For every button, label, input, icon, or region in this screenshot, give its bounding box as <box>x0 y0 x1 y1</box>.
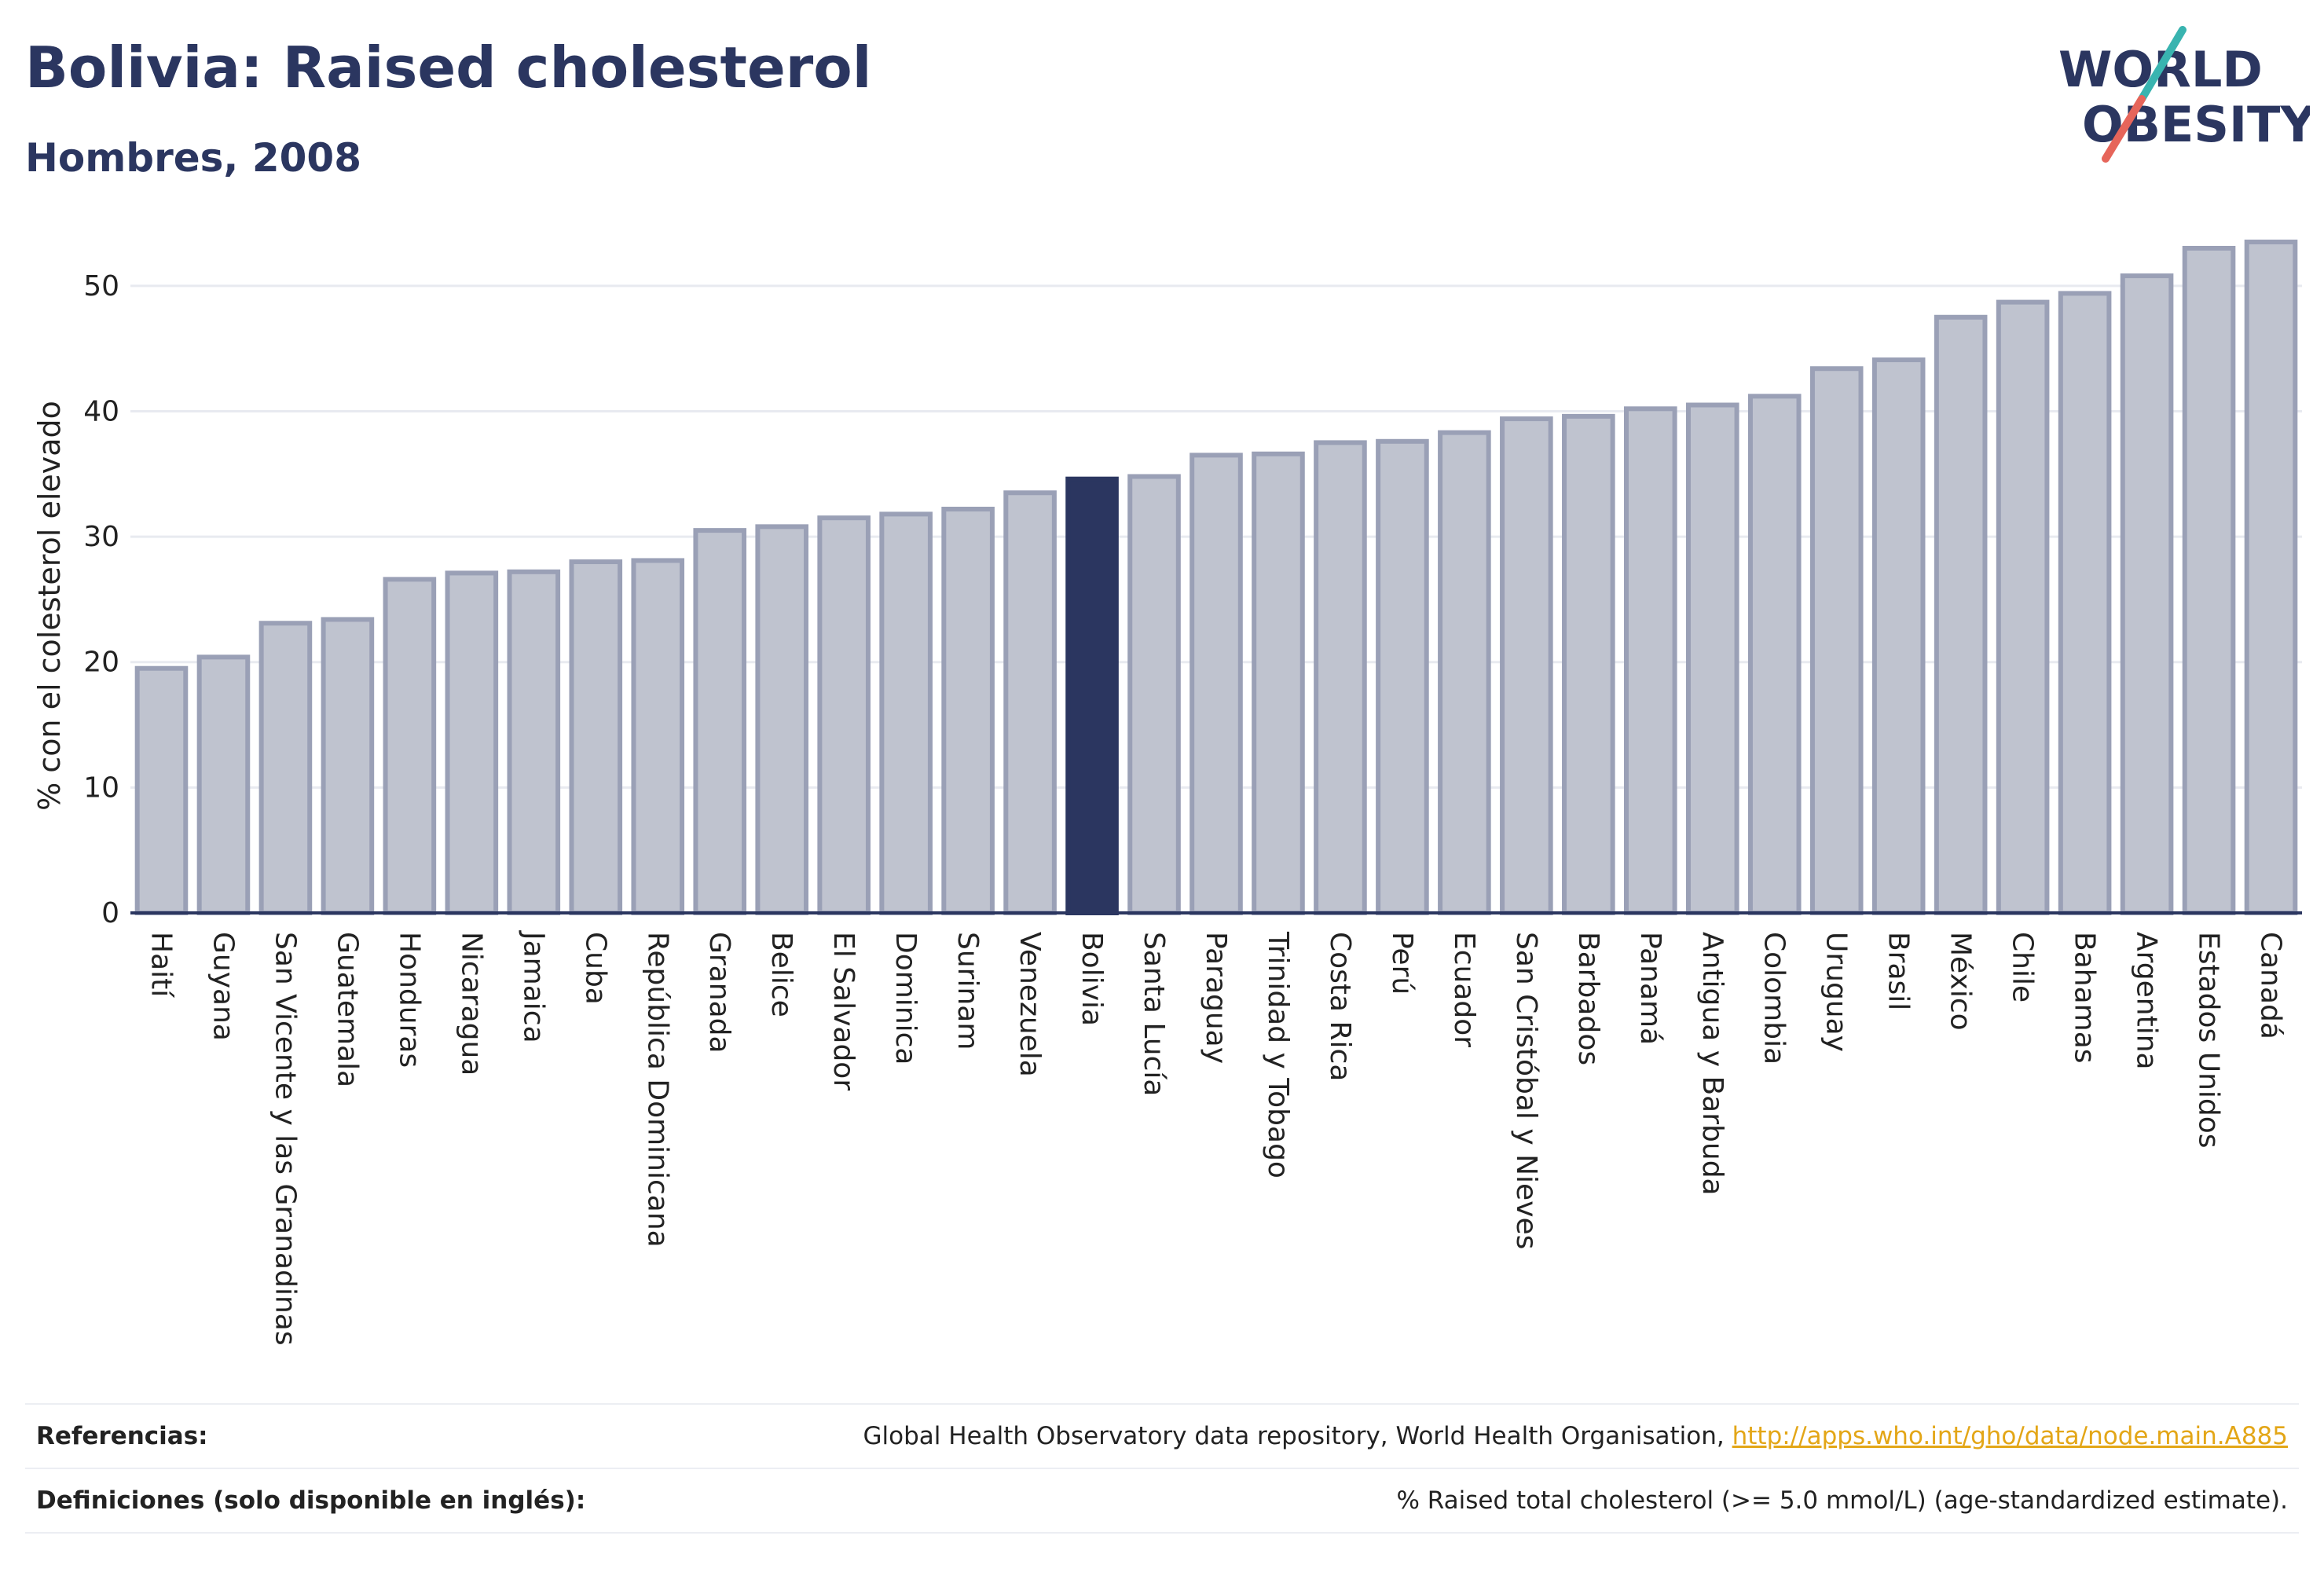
world-obesity-logo: WORLD OBESITY <box>2058 26 2310 163</box>
bar <box>1809 366 1864 915</box>
bar <box>1747 394 1802 915</box>
x-tick-label: Nicaragua <box>455 932 487 1076</box>
x-tick-label: Belice <box>765 932 797 1017</box>
x-tick-label: Guyana <box>207 932 239 1041</box>
bar <box>2182 245 2236 915</box>
x-tick-label: Haití <box>145 932 177 998</box>
bar <box>1996 299 2050 915</box>
bar-highlight <box>1065 476 1119 915</box>
x-tick-label: Paraguay <box>1200 932 1232 1064</box>
x-tick-label: Estados Unidos <box>2193 932 2225 1149</box>
logo-slash-coral-icon <box>2102 95 2146 163</box>
bar <box>1934 314 1988 915</box>
x-tick-label: Granada <box>703 932 735 1054</box>
bar <box>1871 357 1926 915</box>
bar <box>1252 451 1305 915</box>
bar <box>1003 490 1057 915</box>
references-label: Referencias: <box>36 1422 208 1450</box>
bar <box>569 559 623 915</box>
bar <box>1376 438 1429 915</box>
x-tick-label: Uruguay <box>1820 932 1853 1052</box>
bar <box>941 506 995 915</box>
bar <box>1438 430 1491 915</box>
references-text: Global Health Observatory data repositor… <box>863 1422 1732 1450</box>
x-tick-label: Barbados <box>1572 932 1604 1065</box>
bar <box>1314 440 1367 915</box>
x-tick-label: San Cristóbal y Nieves <box>1510 932 1542 1249</box>
y-axis-label: % con el colesterol elevado <box>32 401 67 811</box>
x-tick-label: Chile <box>2007 932 2039 1002</box>
y-tick-label: 30 <box>83 521 119 553</box>
x-tick-label: El Salvador <box>827 932 860 1090</box>
chart-title: Bolivia: Raised cholesterol <box>25 35 872 101</box>
bar <box>258 621 313 915</box>
x-tick-label: San Vicente y las Granadinas <box>269 932 301 1346</box>
x-tick-label: Costa Rica <box>1324 932 1356 1081</box>
x-tick-label: República Dominicana <box>641 932 673 1248</box>
x-tick-label: Guatemala <box>331 932 363 1087</box>
bar <box>196 654 251 915</box>
bar <box>693 528 747 915</box>
y-tick-label: 20 <box>83 647 119 679</box>
bar <box>1685 402 1739 915</box>
x-tick-label: Jamaica <box>517 930 549 1043</box>
y-tick-labels: 0 10 20 30 40 50 <box>83 270 119 929</box>
x-tick-label: Argentina <box>2131 932 2163 1070</box>
logo-slash-teal-icon <box>2138 26 2187 103</box>
bar <box>1624 406 1677 915</box>
bar <box>507 569 561 916</box>
references-link[interactable]: http://apps.who.int/gho/data/node.main.A… <box>1732 1422 2288 1450</box>
x-tick-label: Colombia <box>1758 932 1791 1065</box>
x-tick-label: Bahamas <box>2069 932 2101 1064</box>
chart-subtitle: Hombres, 2008 <box>25 135 361 181</box>
bar <box>2244 239 2298 915</box>
bar <box>817 515 871 916</box>
definitions-label: Definiciones (solo disponible en inglés)… <box>36 1486 586 1515</box>
x-tick-label: Honduras <box>393 932 425 1068</box>
x-tick-label: Bolivia <box>1076 932 1108 1026</box>
x-tick-label: Antigua y Barbuda <box>1696 932 1728 1196</box>
x-tick-label: Santa Lucía <box>1138 932 1170 1096</box>
bar <box>1189 453 1243 915</box>
bar <box>879 511 933 916</box>
bars <box>134 239 2298 916</box>
references-value: Global Health Observatory data repositor… <box>863 1422 2299 1450</box>
y-tick-label: 0 <box>101 897 119 929</box>
bar <box>2120 273 2174 915</box>
definitions-row: Definiciones (solo disponible en inglés)… <box>25 1468 2299 1532</box>
x-tick-label: Canadá <box>2255 932 2287 1039</box>
x-tick-label: Dominica <box>889 932 922 1065</box>
x-tick-label: México <box>1945 932 1977 1031</box>
bar <box>2058 291 2112 915</box>
bar-chart: 0 10 20 30 40 50 Haití Guyana San Vicente y las… <box>32 239 2302 1346</box>
bar <box>631 558 685 915</box>
x-tick-labels: Haití Guyana San Vicente y las Granadinas G… <box>145 930 2286 1346</box>
bar <box>1500 416 1553 915</box>
x-tick-label: Brasil <box>1882 932 1915 1010</box>
x-tick-label: Panamá <box>1634 932 1666 1045</box>
bar <box>1562 413 1615 915</box>
logo-line2: OBESITY <box>2082 96 2310 153</box>
x-tick-label: Perú <box>1386 932 1418 995</box>
definitions-text: % Raised total cholesterol (>= 5.0 mmol/… <box>1396 1486 2288 1515</box>
bar <box>445 570 499 915</box>
y-tick-label: 10 <box>83 772 119 804</box>
bar <box>1127 474 1181 915</box>
bar <box>134 665 189 915</box>
y-tick-label: 40 <box>83 395 119 427</box>
references-row: Referencias: Global Health Observatory d… <box>25 1403 2299 1468</box>
bar <box>321 617 375 915</box>
x-tick-label: Surinam <box>951 932 984 1050</box>
y-tick-label: 50 <box>83 270 119 302</box>
bar <box>383 577 437 915</box>
footer-bottom-rule <box>25 1532 2299 1534</box>
x-tick-label: Ecuador <box>1448 932 1480 1047</box>
x-tick-label: Cuba <box>579 932 611 1005</box>
x-tick-label: Trinidad y Tobago <box>1262 931 1294 1178</box>
x-tick-label: Venezuela <box>1014 932 1046 1077</box>
bar <box>755 524 808 916</box>
